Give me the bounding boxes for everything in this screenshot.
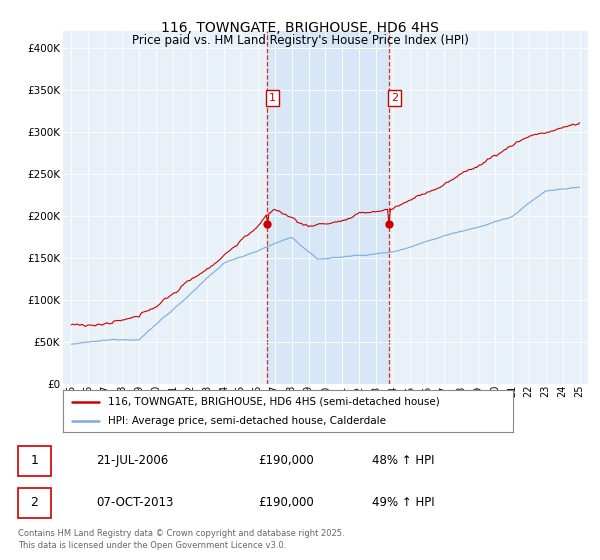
Text: 48% ↑ HPI: 48% ↑ HPI (372, 454, 434, 467)
Text: 1: 1 (269, 93, 276, 103)
Text: Contains HM Land Registry data © Crown copyright and database right 2025.
This d: Contains HM Land Registry data © Crown c… (18, 529, 344, 550)
Text: HPI: Average price, semi-detached house, Calderdale: HPI: Average price, semi-detached house,… (108, 416, 386, 426)
Text: £190,000: £190,000 (258, 454, 314, 467)
Text: 49% ↑ HPI: 49% ↑ HPI (372, 496, 434, 509)
Text: Price paid vs. HM Land Registry's House Price Index (HPI): Price paid vs. HM Land Registry's House … (131, 34, 469, 46)
Text: £190,000: £190,000 (258, 496, 314, 509)
Bar (267, 31, 389, 384)
FancyBboxPatch shape (18, 488, 51, 518)
Text: 21-JUL-2006: 21-JUL-2006 (96, 454, 168, 467)
Text: 116, TOWNGATE, BRIGHOUSE, HD6 4HS: 116, TOWNGATE, BRIGHOUSE, HD6 4HS (161, 21, 439, 35)
Text: 2: 2 (31, 496, 38, 509)
Text: 116, TOWNGATE, BRIGHOUSE, HD6 4HS (semi-detached house): 116, TOWNGATE, BRIGHOUSE, HD6 4HS (semi-… (108, 396, 440, 407)
FancyBboxPatch shape (18, 446, 51, 476)
Text: 07-OCT-2013: 07-OCT-2013 (96, 496, 173, 509)
Text: 1: 1 (31, 454, 38, 467)
Text: 2: 2 (391, 93, 398, 103)
